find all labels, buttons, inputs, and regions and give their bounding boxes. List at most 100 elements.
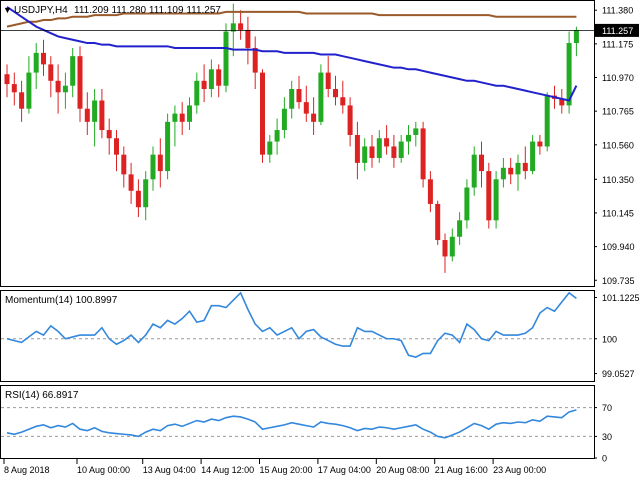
candle-body xyxy=(318,72,324,122)
price-tick-label: 110.765 xyxy=(602,107,634,117)
momentum-line xyxy=(6,291,577,358)
candle-body xyxy=(522,162,528,172)
candle-body xyxy=(515,162,521,175)
candle-body xyxy=(33,52,39,73)
rsi-line xyxy=(6,409,577,439)
candle-body xyxy=(391,146,397,158)
candle-body xyxy=(281,108,287,131)
price-panel-frame xyxy=(0,0,595,287)
fast-ma-line xyxy=(6,6,578,102)
time-tick-label: 20 Aug 08:00 xyxy=(376,465,429,475)
candle-body xyxy=(296,89,302,103)
candle-body xyxy=(464,187,470,221)
candle-body xyxy=(230,23,236,32)
candle-body xyxy=(384,138,390,147)
momentum-tick-label: 99.0527 xyxy=(602,369,635,379)
rsi-tick-label: 0 xyxy=(602,454,607,464)
momentum-indicator: 101.1225 100 99.0527 xyxy=(1,291,640,379)
candle-body xyxy=(128,174,134,191)
price-tick-label: 110.560 xyxy=(602,140,634,150)
candle-body xyxy=(449,236,455,257)
current-price-badge xyxy=(595,23,639,37)
candle-body xyxy=(4,74,10,85)
price-axis: 111.380 111.175 110.970 110.765 110.560 110.3… xyxy=(594,6,639,286)
candle-body xyxy=(442,240,448,257)
price-tick-label: 109.940 xyxy=(602,242,635,252)
candle-body xyxy=(376,138,382,158)
rsi-tick-label: 30 xyxy=(602,432,612,442)
chart-symbol: USDJPY,H4 xyxy=(14,5,68,16)
rsi-panel-frame xyxy=(0,385,595,459)
time-tick-label: 23 Aug 00:00 xyxy=(493,465,546,475)
time-tick-label: 17 Aug 04:00 xyxy=(318,465,371,475)
candle-body xyxy=(573,30,579,44)
price-tick-label: 110.970 xyxy=(602,73,634,83)
candle-body xyxy=(303,102,309,114)
chart-ohlc: 111.209 111.280 111.109 111.257 xyxy=(74,5,221,16)
candle-body xyxy=(457,220,463,237)
time-tick-label: 21 Aug 16:00 xyxy=(435,465,488,475)
chart-dropdown-icon[interactable]: ▼ xyxy=(3,5,12,15)
candle-body xyxy=(150,154,156,180)
time-tick-label: 10 Aug 00:00 xyxy=(77,465,130,475)
candle-body xyxy=(362,146,368,163)
candle-body xyxy=(471,154,477,188)
momentum-tick-label: 101.1225 xyxy=(602,293,640,303)
candle-body xyxy=(143,179,149,208)
candle-body xyxy=(121,154,127,175)
candle-body xyxy=(274,130,280,142)
slow-ma-line xyxy=(6,10,577,28)
candle-body xyxy=(99,100,105,131)
candle-body xyxy=(172,113,178,122)
candle-body xyxy=(413,128,419,135)
candle-body xyxy=(26,72,32,109)
candle-body xyxy=(55,80,61,93)
candle-body xyxy=(530,141,536,172)
momentum-tick-label: 100 xyxy=(602,334,617,344)
candle-body xyxy=(544,95,550,147)
candle-body xyxy=(92,100,98,122)
candle-body xyxy=(187,105,192,122)
candle-body xyxy=(11,84,17,93)
price-tick-label: 110.145 xyxy=(602,208,634,218)
candle-body xyxy=(238,23,244,30)
momentum-label: Momentum(14) 100.8997 xyxy=(5,295,118,306)
candle-body xyxy=(201,80,207,90)
candle-body xyxy=(354,134,360,163)
candle-body xyxy=(566,43,572,106)
rsi-label: RSI(14) 66.8917 xyxy=(5,390,79,401)
candle-body xyxy=(435,203,441,241)
rsi-indicator: 70 30 0 xyxy=(1,403,612,464)
price-candles xyxy=(4,3,579,273)
candle-body xyxy=(84,108,90,122)
candle-body xyxy=(479,154,484,172)
candle-body xyxy=(62,85,68,93)
candle-body xyxy=(157,154,163,172)
candle-body xyxy=(420,128,426,180)
candle-body xyxy=(48,64,54,81)
candle-body xyxy=(267,141,273,155)
price-tick-label: 110.350 xyxy=(602,175,634,185)
candle-body xyxy=(216,69,222,86)
candle-body xyxy=(194,80,200,106)
candle-body xyxy=(427,179,433,204)
candle-body xyxy=(333,89,338,98)
candle-body xyxy=(70,56,76,86)
time-tick-label: 13 Aug 04:00 xyxy=(143,465,196,475)
time-axis: 8 Aug 2018 10 Aug 00:00 13 Aug 04:00 14 Aug… xyxy=(3,459,546,475)
candle-body xyxy=(41,52,46,65)
candle-body xyxy=(340,97,346,106)
price-tick-label: 109.735 xyxy=(602,276,635,286)
moving-averages xyxy=(0,6,594,102)
candle-body xyxy=(398,141,404,158)
time-tick-label: 8 Aug 2018 xyxy=(4,465,50,475)
candle-body xyxy=(260,72,265,155)
time-tick-label: 14 Aug 12:00 xyxy=(201,465,254,475)
time-tick-label: 15 Aug 20:00 xyxy=(260,465,313,475)
candle-body xyxy=(406,134,411,142)
candle-body xyxy=(289,89,295,109)
price-tick-label: 111.175 xyxy=(602,39,633,49)
candle-body xyxy=(325,72,331,90)
